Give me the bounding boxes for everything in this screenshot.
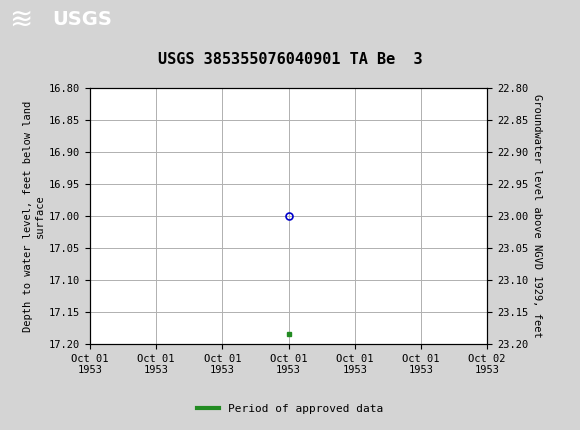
- Y-axis label: Depth to water level, feet below land
surface: Depth to water level, feet below land su…: [23, 101, 45, 332]
- Y-axis label: Groundwater level above NGVD 1929, feet: Groundwater level above NGVD 1929, feet: [532, 94, 542, 338]
- Legend: Period of approved data: Period of approved data: [193, 399, 387, 418]
- Text: ≋: ≋: [9, 5, 32, 34]
- Text: USGS: USGS: [52, 10, 112, 29]
- Text: USGS 385355076040901 TA Be  3: USGS 385355076040901 TA Be 3: [158, 52, 422, 68]
